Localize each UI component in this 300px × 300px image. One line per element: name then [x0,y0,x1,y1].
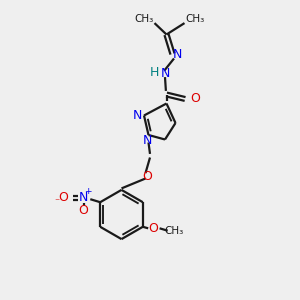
Text: +: + [84,187,91,196]
Text: O: O [190,92,200,106]
Text: N: N [161,67,170,80]
Text: N: N [133,109,142,122]
Text: ⁻: ⁻ [54,197,59,207]
Text: O: O [142,169,152,183]
Text: H: H [150,65,159,79]
Text: N: N [142,134,152,148]
Text: N: N [173,48,183,61]
Text: CH₃: CH₃ [164,226,183,236]
Text: CH₃: CH₃ [185,14,205,25]
Text: O: O [149,222,158,235]
Text: N: N [79,191,88,204]
Text: O: O [58,191,68,204]
Text: O: O [78,204,88,218]
Text: CH₃: CH₃ [134,14,154,25]
